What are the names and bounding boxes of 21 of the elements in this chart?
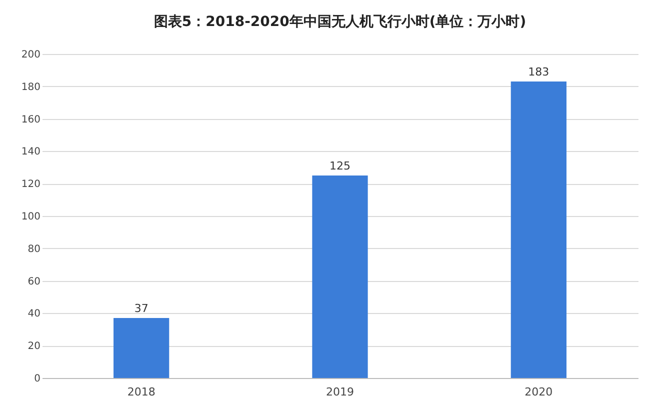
- y-tick-label: 120: [21, 179, 40, 190]
- x-tick-label: 2020: [524, 386, 553, 398]
- y-tick-label: 0: [34, 374, 40, 384]
- x-tick-label: 2018: [127, 386, 156, 398]
- y-tick-label: 40: [28, 308, 40, 320]
- y-tick-label: 160: [21, 114, 40, 126]
- bar: [312, 176, 368, 378]
- data-label: 183: [528, 66, 550, 79]
- y-tick-label: 180: [21, 82, 40, 93]
- x-tick-label: 2019: [326, 386, 354, 398]
- y-tick-label: 100: [21, 212, 40, 222]
- bar: [510, 82, 566, 378]
- bar: [114, 318, 170, 378]
- y-tick-label: 140: [21, 146, 40, 158]
- chart-title: 图表5：2018-2020年中国无人机飞行小时(单位：万小时): [154, 14, 526, 30]
- data-label: 125: [330, 160, 350, 172]
- y-tick-label: 20: [28, 341, 40, 352]
- y-tick-label: 200: [21, 50, 40, 60]
- y-tick-label: 80: [28, 244, 40, 255]
- data-label: 37: [134, 302, 148, 316]
- y-tick-label: 60: [28, 276, 40, 288]
